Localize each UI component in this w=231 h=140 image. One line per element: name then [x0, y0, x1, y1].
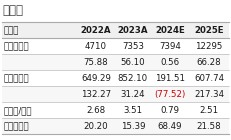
Text: 2024E: 2024E	[155, 26, 185, 35]
Text: 75.88: 75.88	[84, 58, 108, 67]
Text: 率（元/股）: 率（元/股）	[3, 106, 32, 115]
Text: 607.74: 607.74	[194, 74, 224, 83]
Text: 852.10: 852.10	[118, 74, 148, 83]
Text: (77.52): (77.52)	[154, 90, 185, 99]
Text: 132.27: 132.27	[81, 90, 111, 99]
Text: 68.49: 68.49	[158, 122, 182, 131]
Text: 31.24: 31.24	[121, 90, 145, 99]
Text: 7353: 7353	[122, 42, 144, 51]
Text: 2.68: 2.68	[86, 106, 105, 115]
Text: 217.34: 217.34	[194, 90, 224, 99]
Text: 3.51: 3.51	[123, 106, 142, 115]
Text: 指标値: 指标値	[3, 26, 19, 35]
Text: （百万元）: （百万元）	[3, 42, 29, 51]
Text: 56.10: 56.10	[121, 58, 145, 67]
Text: 21.58: 21.58	[197, 122, 221, 131]
Text: 7394: 7394	[159, 42, 181, 51]
Text: 2023A: 2023A	[118, 26, 148, 35]
Text: 0.79: 0.79	[160, 106, 179, 115]
Text: 12295: 12295	[195, 42, 223, 51]
Text: 2.51: 2.51	[200, 106, 219, 115]
Text: 2025E: 2025E	[194, 26, 224, 35]
Text: 最新摩薄）: 最新摩薄）	[3, 122, 29, 131]
Text: 0.56: 0.56	[160, 58, 179, 67]
Text: 维持）: 维持）	[2, 4, 23, 17]
Text: 66.28: 66.28	[197, 58, 221, 67]
Text: 20.20: 20.20	[84, 122, 108, 131]
Text: 191.51: 191.51	[155, 74, 185, 83]
Text: 649.29: 649.29	[81, 74, 111, 83]
Text: （百万元）: （百万元）	[3, 74, 29, 83]
Text: 4710: 4710	[85, 42, 107, 51]
Text: 2022A: 2022A	[81, 26, 111, 35]
Text: 15.39: 15.39	[121, 122, 145, 131]
